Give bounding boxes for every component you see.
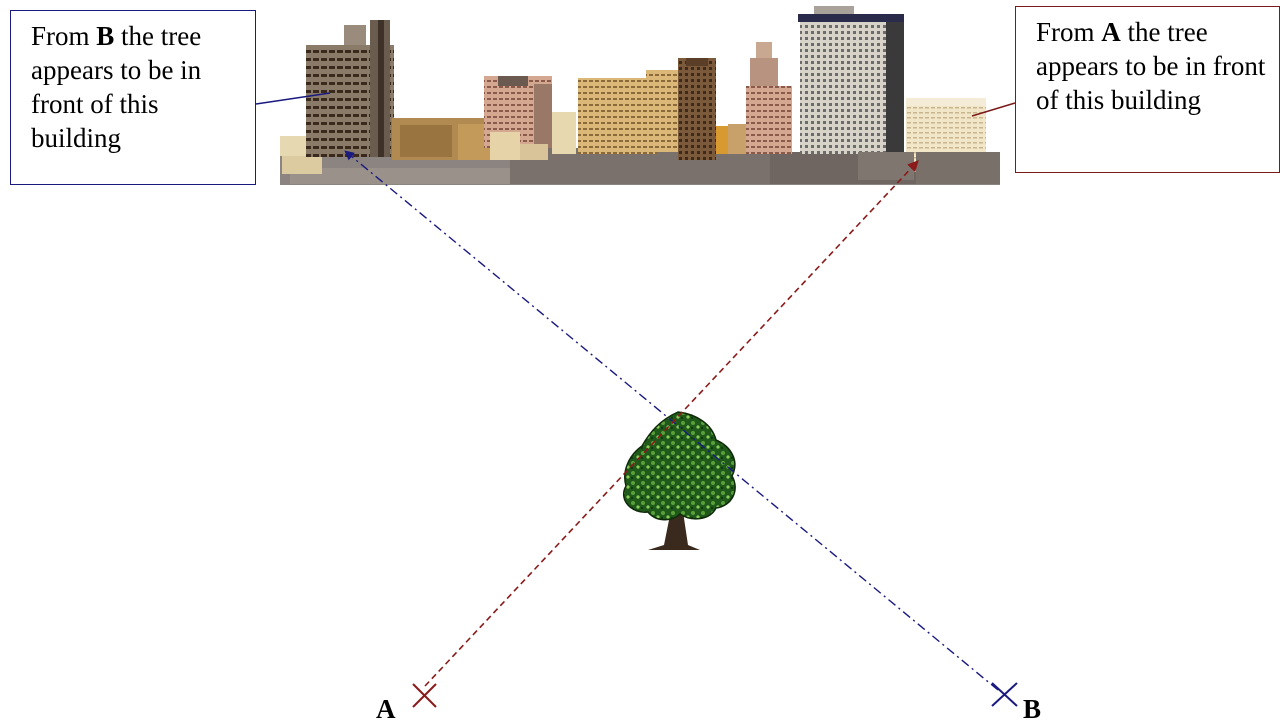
callout-b-suffix: the tree appears to be in front of this … [31, 21, 202, 153]
callout-from-a: From A the tree appears to be in front o… [1015, 6, 1280, 173]
callout-a-suffix: the tree appears to be in front of this … [1036, 17, 1266, 115]
tall-brown-tower [306, 20, 394, 157]
point-a-cross-marker-icon [412, 683, 437, 708]
callout-b-prefix: From [31, 21, 97, 51]
grey-skyscraper [798, 6, 904, 154]
city-skyline [280, 6, 1000, 185]
callout-a-leader [971, 102, 1016, 117]
sightline-from-b [344, 150, 999, 691]
callout-b-leader [255, 92, 331, 105]
tan-building [578, 70, 682, 154]
point-a-label: A [376, 694, 396, 724]
tree-icon [623, 411, 736, 550]
dark-brown-building [678, 58, 716, 160]
callout-from-b: From B the tree appears to be in front o… [10, 10, 256, 185]
narrow-pink-tower [746, 42, 792, 154]
callout-b-letter: B [96, 21, 115, 51]
point-b-cross-marker-icon [991, 682, 1018, 707]
sightline-from-a [424, 160, 919, 687]
callout-a-prefix: From [1036, 17, 1102, 47]
callout-a-letter: A [1101, 17, 1121, 47]
point-b-label: B [1023, 694, 1042, 724]
